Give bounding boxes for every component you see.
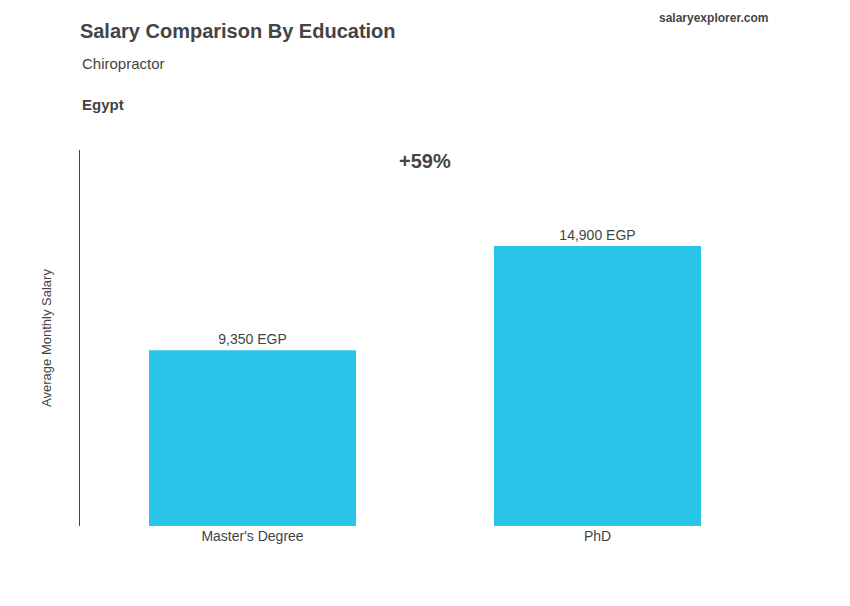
- svg-text:14,900 EGP: 14,900 EGP: [559, 227, 635, 243]
- svg-text:salaryexplorer.com: salaryexplorer.com: [659, 11, 768, 25]
- svg-text:Master's Degree: Master's Degree: [201, 528, 303, 544]
- svg-text:+59%: +59%: [399, 150, 451, 172]
- svg-text:Egypt: Egypt: [82, 96, 124, 113]
- svg-text:Chiropractor: Chiropractor: [82, 55, 165, 72]
- svg-text:Average Monthly Salary: Average Monthly Salary: [39, 269, 54, 407]
- svg-text:Salary Comparison By Education: Salary Comparison By Education: [80, 20, 396, 42]
- svg-text:9,350 EGP: 9,350 EGP: [218, 331, 287, 347]
- svg-text:PhD: PhD: [584, 528, 611, 544]
